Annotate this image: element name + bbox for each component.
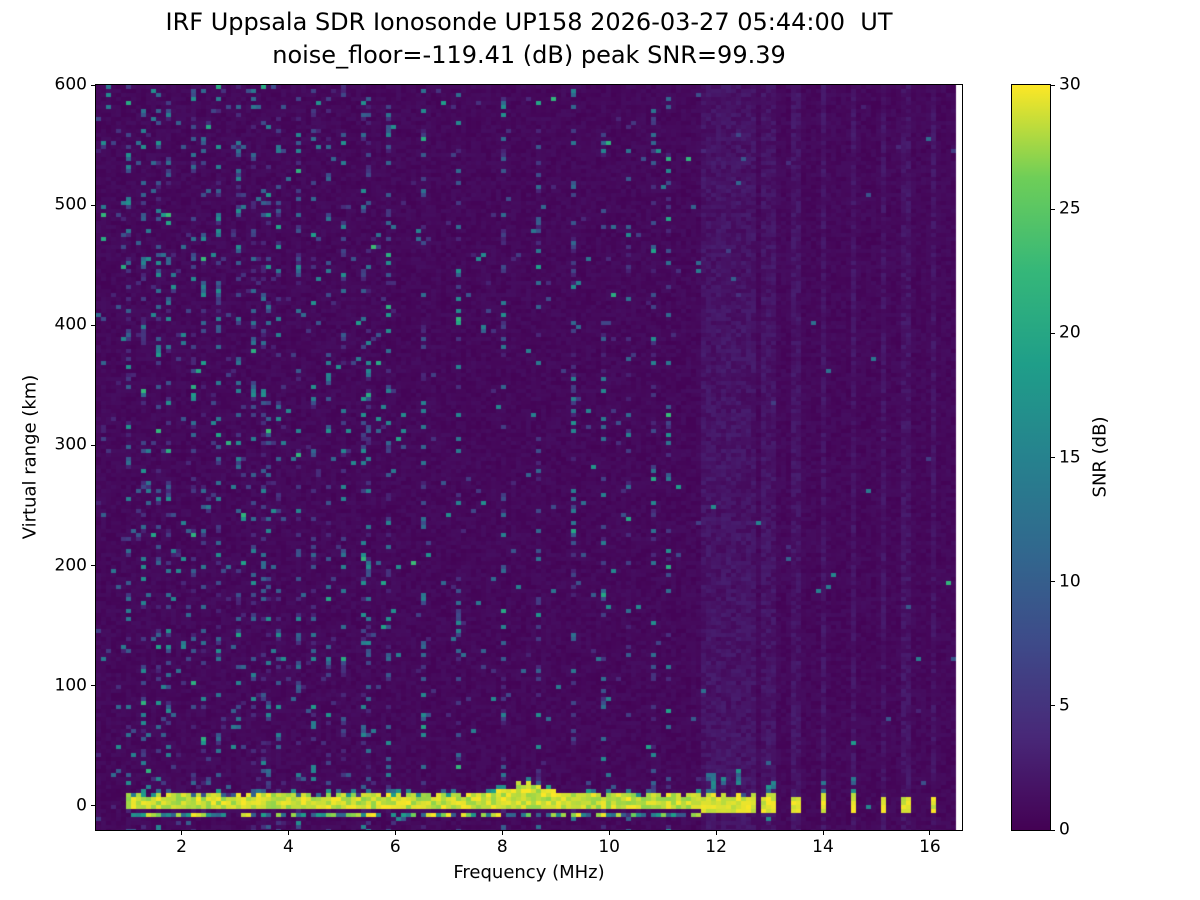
y-tick-label: 500: [54, 194, 87, 215]
x-tick-mark: [394, 831, 396, 835]
x-tick-mark: [181, 831, 183, 835]
colorbar-label: SNR (dB): [1089, 416, 1111, 498]
x-tick-mark: [287, 831, 289, 835]
colorbar-tick-mark: [1051, 332, 1055, 334]
x-tick-label: 14: [812, 837, 834, 857]
x-tick-label: 10: [598, 837, 620, 857]
y-tick-mark: [91, 565, 95, 567]
x-tick-label: 2: [176, 837, 187, 857]
colorbar-gradient: [1012, 85, 1050, 830]
x-tick-label: 12: [705, 837, 727, 857]
colorbar-tick-mark: [1051, 705, 1055, 707]
colorbar-tick-label: 30: [1059, 74, 1081, 95]
plot-area: [95, 84, 963, 831]
colorbar-tick-mark: [1051, 581, 1055, 583]
y-tick-mark: [91, 324, 95, 326]
colorbar-tick-mark: [1051, 457, 1055, 458]
y-tick-label: 200: [54, 555, 87, 576]
ionogram-heatmap: [96, 85, 962, 830]
y-tick-mark: [91, 805, 95, 807]
colorbar-tick-label: 10: [1059, 571, 1081, 592]
x-axis-label: Frequency (MHz): [453, 862, 605, 883]
y-tick-label: 100: [54, 675, 87, 696]
x-tick-mark: [715, 831, 717, 835]
x-tick-mark: [608, 831, 610, 835]
colorbar-tick-mark: [1051, 829, 1055, 831]
colorbar-tick-label: 20: [1059, 322, 1081, 343]
y-tick-mark: [91, 84, 95, 86]
y-tick-mark: [91, 685, 95, 687]
x-tick-mark: [501, 831, 503, 835]
colorbar-tick-label: 0: [1059, 819, 1070, 840]
colorbar-tick-label: 5: [1059, 695, 1070, 716]
y-tick-label: 0: [76, 795, 87, 816]
x-tick-label: 16: [919, 837, 941, 857]
x-tick-label: 4: [283, 837, 294, 857]
x-tick-label: 8: [496, 837, 508, 857]
y-tick-mark: [91, 204, 95, 206]
colorbar-tick-mark: [1051, 208, 1055, 210]
colorbar-tick-label: 25: [1059, 198, 1081, 219]
y-tick-mark: [91, 444, 95, 446]
y-tick-label: 300: [54, 435, 87, 456]
colorbar-tick-mark: [1051, 84, 1055, 86]
colorbar: [1011, 84, 1051, 831]
chart-title: IRF Uppsala SDR Ionosonde UP158 2026-03-…: [165, 8, 893, 36]
colorbar-tick-label: 15: [1059, 447, 1081, 468]
x-tick-mark: [822, 831, 824, 835]
x-tick-mark: [929, 831, 931, 835]
chart-subtitle: noise_floor=-119.41 (dB) peak SNR=99.39: [272, 41, 786, 69]
y-tick-label: 600: [54, 74, 87, 95]
y-tick-label: 400: [54, 314, 87, 335]
y-axis-label: Virtual range (km): [19, 374, 41, 540]
x-tick-label: 6: [389, 837, 401, 857]
